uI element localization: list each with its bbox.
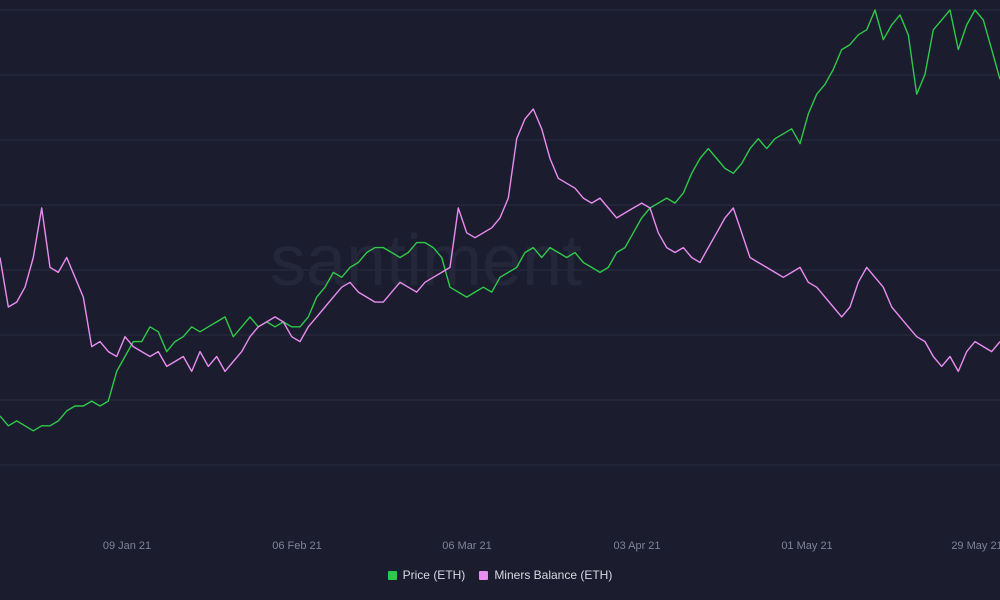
series-line-price[interactable] bbox=[0, 9, 1000, 432]
watermark: santiment bbox=[270, 221, 582, 301]
legend-item-miners-balance[interactable]: Miners Balance (ETH) bbox=[479, 568, 612, 582]
x-axis: 09 Jan 21 06 Feb 21 06 Mar 21 03 Apr 21 01 M… bbox=[103, 540, 1000, 552]
legend-label-miners-balance: Miners Balance (ETH) bbox=[494, 568, 613, 582]
legend-label-price: Price (ETH) bbox=[402, 568, 466, 582]
series-layer bbox=[0, 9, 1000, 432]
x-tick-label: 29 May 21 bbox=[951, 540, 1000, 552]
x-tick-label: 06 Feb 21 bbox=[272, 540, 322, 552]
legend-swatch-miners-balance bbox=[479, 570, 489, 580]
legend-swatch-price bbox=[387, 570, 397, 580]
x-tick-label: 03 Apr 21 bbox=[613, 540, 660, 552]
series-line-miners-balance[interactable] bbox=[0, 108, 1000, 373]
x-tick-label: 01 May 21 bbox=[781, 540, 832, 552]
x-tick-label: 09 Jan 21 bbox=[103, 540, 151, 552]
grid bbox=[0, 9, 1000, 466]
legend-item-price[interactable]: Price (ETH) bbox=[387, 568, 466, 582]
legend: Price (ETH) Miners Balance (ETH) bbox=[0, 568, 1000, 582]
x-tick-label: 06 Mar 21 bbox=[442, 540, 492, 552]
